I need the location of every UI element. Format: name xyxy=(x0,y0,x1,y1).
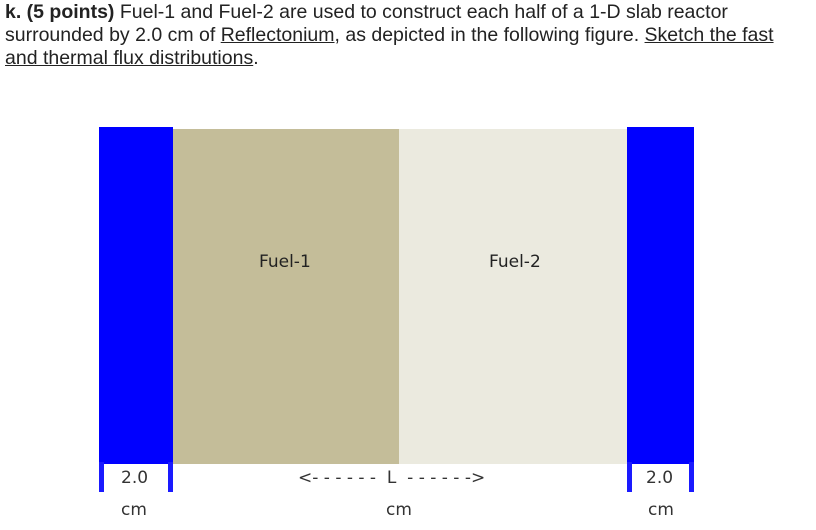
left-dimension-line-outer xyxy=(99,462,104,492)
right-thickness-unit: cm xyxy=(648,500,674,520)
right-dimension-line-inner xyxy=(627,462,632,492)
core-length-arrow: <- - - - - - L - - - - - -> xyxy=(298,468,486,488)
left-reflector xyxy=(99,127,173,464)
question-label: k. (5 points) xyxy=(5,1,115,23)
left-dimension-line-inner xyxy=(168,462,173,492)
fuel-2-region xyxy=(399,129,627,464)
left-thickness-unit: cm xyxy=(121,500,147,520)
question-text-part-2: , as depicted in the following figure. xyxy=(334,24,645,46)
core-length-unit: cm xyxy=(386,500,412,520)
left-thickness-value: 2.0 xyxy=(121,468,149,488)
fuel-2-label: Fuel-2 xyxy=(489,252,541,272)
right-dimension-line-outer xyxy=(689,462,694,492)
right-reflector xyxy=(627,127,694,464)
question-text: k. (5 points) Fuel-1 and Fuel-2 are used… xyxy=(5,1,811,70)
right-thickness-value: 2.0 xyxy=(646,468,674,488)
question-text-part-1: Fuel-1 and Fuel-2 are used to construct … xyxy=(5,1,728,46)
fuel-1-label: Fuel-1 xyxy=(259,252,311,272)
question-text-part-3: . xyxy=(253,47,259,69)
task-instruction: Sketch the fast and thermal flux distrib… xyxy=(5,24,774,69)
fuel-1-region xyxy=(173,129,399,464)
reflector-term: Reflectonium xyxy=(220,24,335,46)
